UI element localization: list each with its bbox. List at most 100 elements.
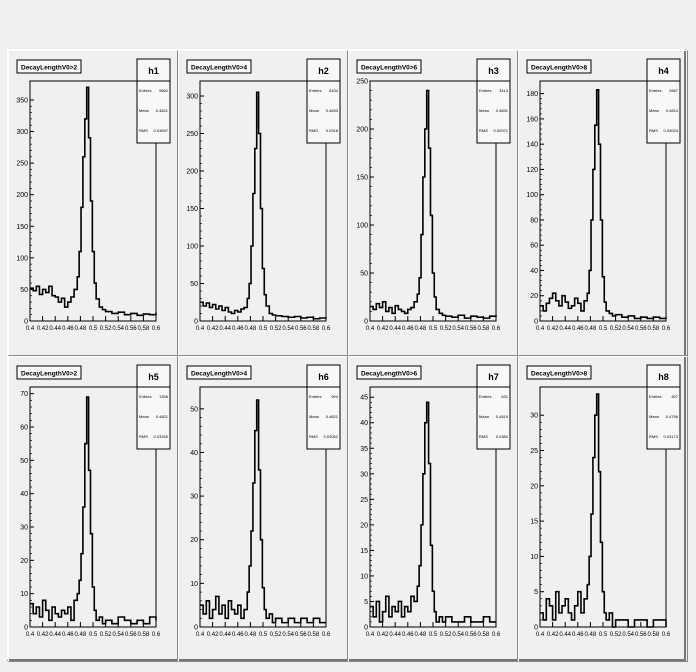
- y-tick-label: 20: [530, 483, 538, 490]
- y-tick-label: 40: [190, 450, 198, 457]
- x-tick-label: 0.58: [138, 632, 150, 638]
- histogram-name: h2: [318, 66, 329, 76]
- x-tick-label: 0.54: [112, 326, 124, 332]
- histogram-pad-h2: 0 50 100 150 200 250 300 0.4 0.42 0.44 0.46 0.48 0.5…: [178, 50, 348, 356]
- title-box: [186, 59, 252, 74]
- stats-label: Mean: [649, 414, 659, 419]
- histogram-name: h3: [488, 66, 499, 76]
- y-tick-label: 45: [360, 395, 368, 402]
- histogram-title: DecayLengthV0>2: [21, 65, 78, 72]
- x-tick-label: 0.6: [492, 632, 501, 638]
- y-tick-label: 200: [186, 169, 198, 176]
- y-tick-label: 300: [186, 94, 198, 101]
- y-tick-label: 0: [24, 319, 28, 326]
- histogram-title: DecayLengthV0>4: [191, 65, 248, 72]
- histogram-pad-h1: 0 50 100 150 200 250 300 350 0.4 0.42 0.44 0.46 0.48…: [8, 50, 178, 356]
- x-tick-label: 0.4: [536, 326, 545, 332]
- stats-value: 2667: [669, 88, 679, 93]
- stats-box: [476, 58, 511, 144]
- x-tick-label: 0.54: [622, 632, 634, 638]
- x-tick-label: 0.56: [125, 326, 137, 332]
- stats-value: 0.4833: [326, 108, 339, 113]
- x-tick-label: 0.52: [270, 632, 282, 638]
- x-tick-label: 0.46: [62, 326, 74, 332]
- x-tick-label: 0.58: [478, 326, 490, 332]
- y-tick-label: 20: [20, 558, 28, 565]
- stats-value: 0.0382: [496, 434, 509, 439]
- histogram-pad-h5: 0 10 20 30 40 50 60 70 0.4 0.42 0.44 0.46 0.48 0.5 0.5…: [8, 356, 178, 662]
- stats-value: 0.03265: [154, 434, 169, 439]
- x-tick-label: 0.42: [377, 326, 389, 332]
- title-box: [16, 59, 82, 74]
- y-tick-label: 30: [190, 494, 198, 501]
- x-tick-label: 0.58: [648, 632, 660, 638]
- y-tick-label: 300: [16, 129, 28, 136]
- histogram-name: h1: [148, 66, 159, 76]
- stats-value: 3413: [499, 88, 509, 93]
- histogram-line-h4: [540, 89, 667, 320]
- y-tick-label: 35: [360, 446, 368, 453]
- y-tick-label: 350: [16, 97, 28, 104]
- stats-label: Mean: [479, 108, 489, 113]
- x-tick-label: 0.44: [219, 632, 231, 638]
- x-tick-label: 0.54: [282, 632, 294, 638]
- y-tick-label: 100: [16, 255, 28, 262]
- x-tick-label: 0.4: [196, 632, 205, 638]
- stats-value: 6434: [329, 88, 339, 93]
- x-tick-label: 0.54: [282, 326, 294, 332]
- y-tick-label: 10: [20, 591, 28, 598]
- y-tick-label: 150: [356, 175, 368, 182]
- y-tick-label: 150: [16, 224, 28, 231]
- y-tick-label: 250: [186, 131, 198, 138]
- title-box: [186, 365, 252, 380]
- x-tick-label: 0.5: [429, 632, 438, 638]
- title-box: [16, 365, 82, 380]
- stats-label: Entries: [139, 394, 151, 399]
- y-tick-label: 60: [530, 243, 538, 250]
- histogram-name: h4: [658, 66, 669, 76]
- histogram-pad-h8: 0 5 10 15 20 25 30 0.4 0.42 0.44 0.46 0.48 0.5 0.52 0.…: [518, 356, 688, 662]
- stats-label: Mean: [479, 414, 489, 419]
- x-tick-label: 0.4: [366, 632, 375, 638]
- y-tick-label: 0: [194, 625, 198, 632]
- y-tick-label: 50: [360, 271, 368, 278]
- x-tick-label: 0.44: [559, 632, 571, 638]
- x-tick-label: 0.6: [662, 326, 671, 332]
- x-tick-label: 0.58: [648, 326, 660, 332]
- y-tick-label: 10: [530, 554, 538, 561]
- x-tick-label: 0.42: [207, 632, 219, 638]
- x-tick-label: 0.4: [366, 326, 375, 332]
- histogram-title: DecayLengthV0>6: [361, 65, 418, 72]
- y-tick-label: 30: [360, 471, 368, 478]
- x-tick-label: 0.52: [440, 632, 452, 638]
- x-tick-label: 0.58: [308, 326, 320, 332]
- stats-value: 0.4814: [666, 108, 679, 113]
- x-tick-label: 0.5: [89, 326, 98, 332]
- x-tick-label: 0.6: [152, 326, 161, 332]
- x-tick-label: 0.48: [585, 632, 597, 638]
- stats-label: Mean: [309, 108, 319, 113]
- title-box: [526, 365, 592, 380]
- stats-value: 0.4821: [156, 108, 169, 113]
- histogram-line-h6: [200, 399, 326, 624]
- x-tick-label: 0.46: [232, 632, 244, 638]
- x-tick-label: 0.46: [572, 632, 584, 638]
- y-tick-label: 160: [526, 116, 538, 123]
- y-tick-label: 0: [364, 625, 368, 632]
- x-tick-label: 0.44: [49, 326, 61, 332]
- x-tick-label: 0.54: [112, 632, 124, 638]
- x-tick-label: 0.48: [245, 632, 257, 638]
- stats-label: RMS: [309, 128, 318, 133]
- stats-box: [136, 58, 171, 144]
- histogram-title: DecayLengthV0>2: [21, 371, 78, 378]
- y-tick-label: 25: [530, 448, 538, 455]
- y-tick-label: 30: [20, 525, 28, 532]
- x-tick-label: 0.48: [75, 326, 87, 332]
- y-tick-label: 60: [20, 425, 28, 432]
- x-tick-label: 0.42: [547, 632, 559, 638]
- y-tick-label: 30: [530, 413, 538, 420]
- x-tick-label: 0.6: [322, 326, 331, 332]
